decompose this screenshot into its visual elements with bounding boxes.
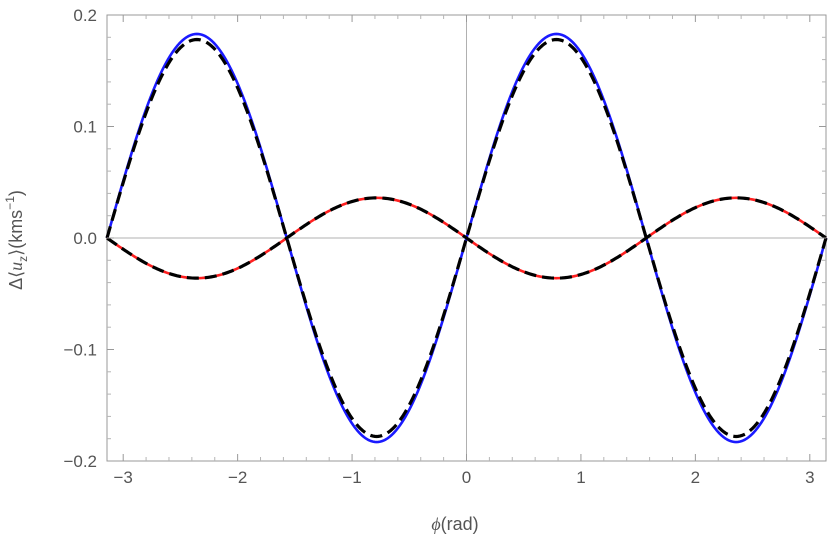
y-axis-label: Δ⟨uz⟩(kms−1)	[3, 190, 30, 290]
x-tick-label: 3	[805, 468, 814, 487]
y-tick-label: −0.1	[63, 341, 97, 360]
y-axis-end: )	[6, 190, 26, 196]
y-tick-label: 0.2	[73, 6, 97, 25]
y-tick-labels: −0.2 −0.1 0.0 0.1 0.2	[63, 6, 97, 471]
x-axis-unit: (rad)	[441, 514, 479, 534]
y-tick-label: 0.1	[73, 118, 97, 137]
x-tick-label: 0	[462, 468, 471, 487]
x-tick-label: 1	[576, 468, 585, 487]
series-line-4	[106, 196, 827, 280]
y-tick-label: −0.2	[63, 452, 97, 471]
y-axis-var: u	[6, 262, 26, 271]
x-axis-label: ϕ(rad)	[431, 514, 478, 534]
y-axis-mid: ⟩(kms	[6, 210, 26, 256]
x-tick-label: −2	[228, 468, 247, 487]
x-tick-label: −1	[342, 468, 361, 487]
x-axis-symbol: ϕ	[431, 514, 440, 534]
y-tick-label: 0.0	[73, 229, 97, 248]
y-axis-sup: −1	[3, 196, 17, 210]
x-tick-labels: −3 −2 −1 0 1 2 3	[114, 468, 815, 487]
tick-marks	[107, 14, 826, 462]
series-lines	[105, 32, 828, 444]
x-tick-label: 2	[691, 468, 700, 487]
y-axis-sub: z	[16, 256, 30, 262]
x-tick-label: −3	[114, 468, 133, 487]
y-axis-prefix: Δ⟨	[6, 271, 26, 290]
